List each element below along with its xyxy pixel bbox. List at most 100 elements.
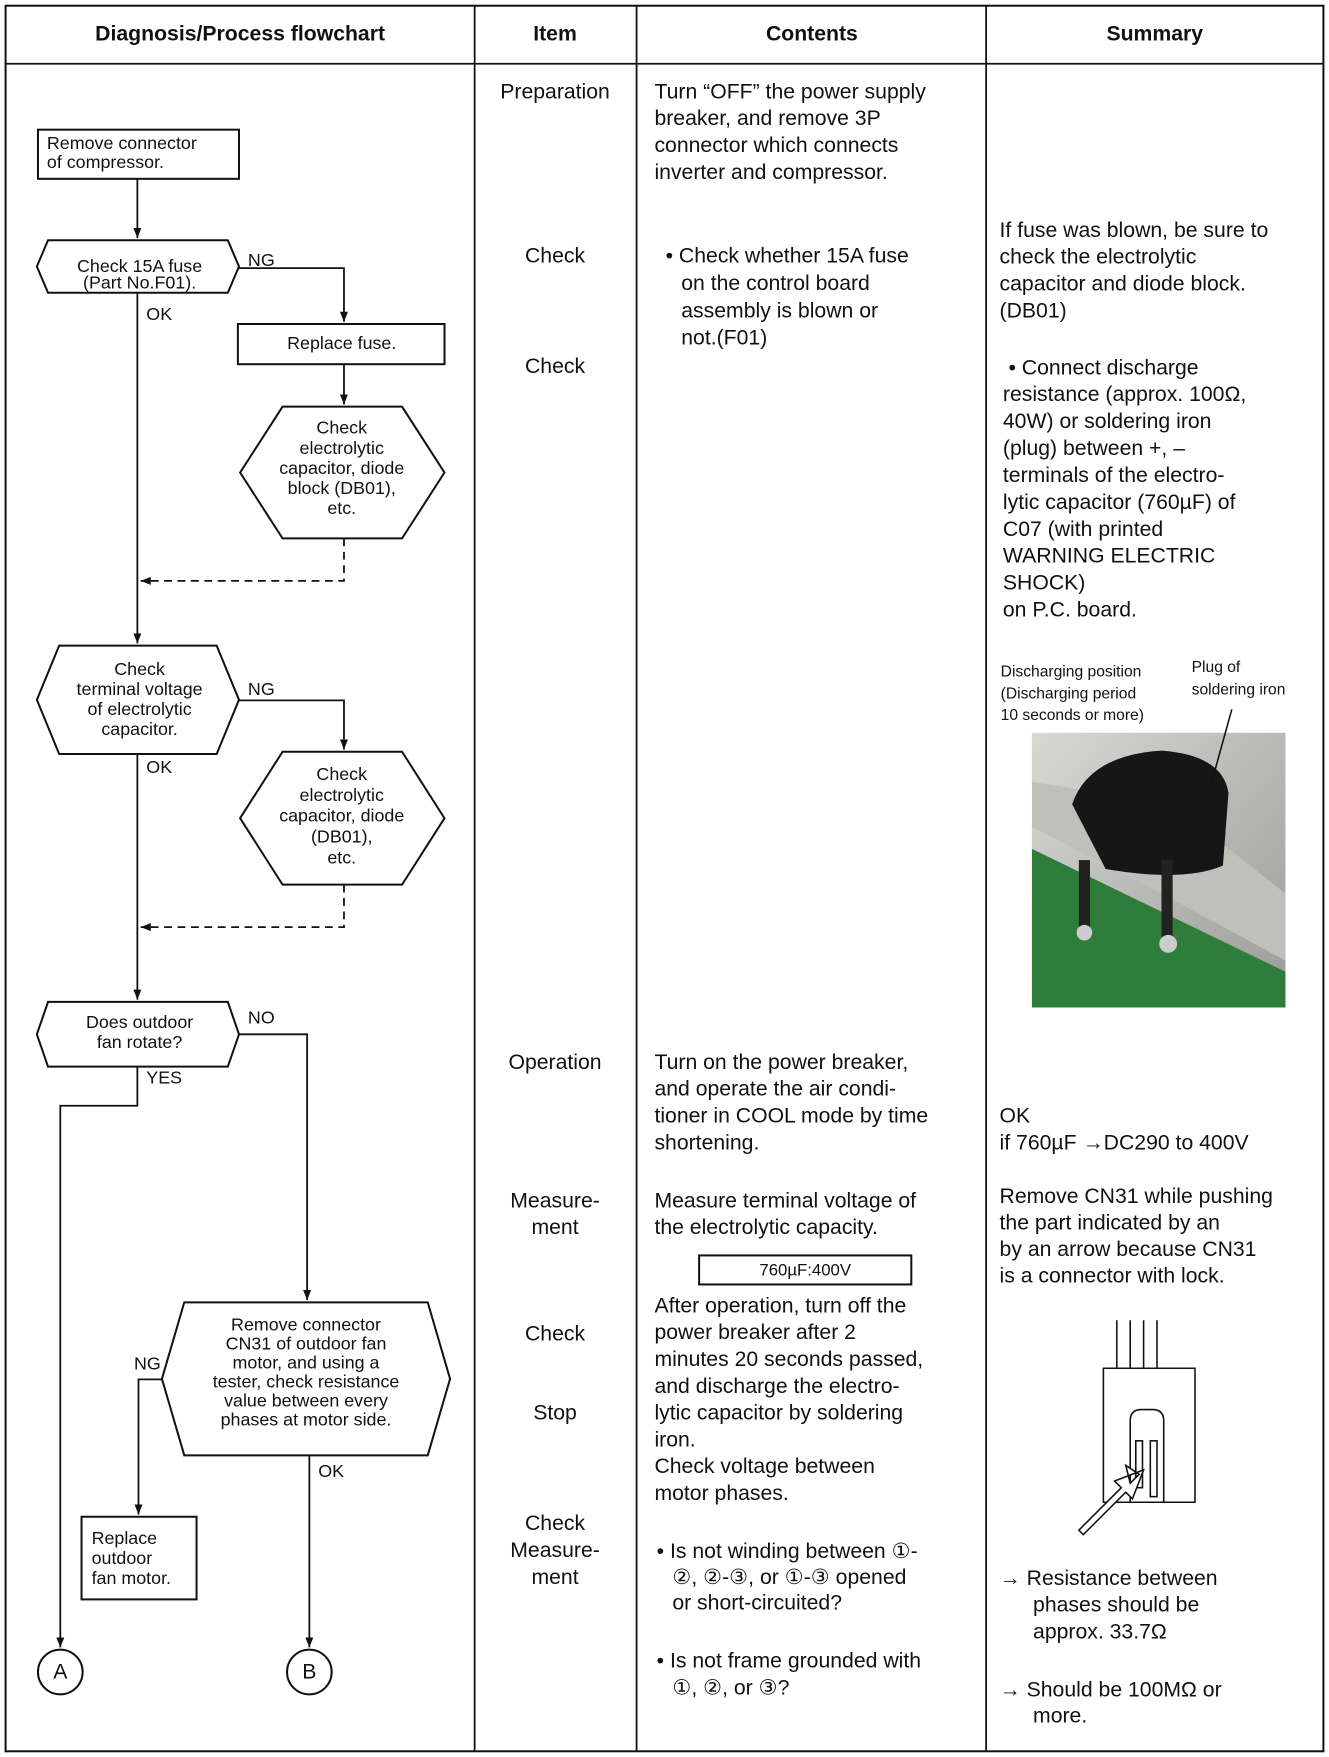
contents-text: Turn on the power breaker, (654, 1051, 908, 1074)
summary-text: resistance (approx. 100Ω, (1003, 383, 1246, 406)
node-label: Does outdoor (86, 1012, 193, 1032)
node-label: of electrolytic (87, 699, 191, 719)
column-header: Diagnosis/Process flowchart (95, 22, 385, 45)
edge-label: YES (146, 1068, 182, 1088)
summary-text: Remove CN31 while pushing (1000, 1185, 1273, 1208)
node-label: electrolytic (300, 438, 384, 458)
node-label: tester, check resistance (213, 1371, 400, 1391)
contents-text: assembly is blown or (681, 299, 878, 322)
contents-text: iron. (654, 1428, 695, 1451)
node-label: fan motor. (92, 1568, 171, 1588)
edge-label: NG (134, 1354, 161, 1374)
contents-text: • Is not frame grounded with (657, 1650, 921, 1673)
node-label: (DB01), (311, 827, 373, 847)
photo-label: (Discharging period (1001, 685, 1136, 702)
contents-text: inverter and compressor. (654, 161, 887, 184)
contents-text: connector which connects (654, 134, 898, 157)
decision-hexagon (35, 1000, 241, 1068)
item-label: ment (531, 1216, 578, 1239)
contents-text: or short-circuited? (672, 1591, 842, 1614)
decision-hexagon (238, 405, 446, 540)
summary-text: WARNING ELECTRIC (1003, 545, 1215, 568)
node-label: motor, and using a (233, 1352, 380, 1372)
contents-text: minutes 20 seconds passed, (654, 1348, 923, 1371)
item-label: ment (531, 1566, 578, 1589)
decision-hexagon (160, 1301, 452, 1457)
contents-text: • Is not winding between ①- (657, 1540, 918, 1563)
contents-text: breaker, and remove 3P (654, 107, 880, 130)
edge-label: OK (146, 757, 172, 777)
summary-text: → Resistance between (1000, 1567, 1218, 1590)
decision-hexagon (35, 239, 241, 294)
contents-text: and discharge the electro- (654, 1375, 899, 1398)
summary-text: the part indicated by an (1000, 1211, 1220, 1234)
process-box (80, 1515, 198, 1601)
edge-label: NG (248, 250, 275, 270)
contents-text: and operate the air condi- (654, 1078, 896, 1101)
table-border (4, 4, 1325, 1753)
node-label: Check (316, 418, 367, 438)
photo-label: soldering iron (1192, 681, 1286, 698)
flow-arrow (56, 1066, 139, 1648)
node-label: electrolytic (300, 785, 384, 805)
photo (1031, 709, 1286, 1008)
node-label: block (DB01), (288, 478, 396, 498)
item-label: Check (525, 245, 585, 268)
summary-text: (plug) between +, – (1003, 437, 1185, 460)
summary-text: → Should be 100MΩ or (1000, 1679, 1222, 1702)
contents-text: Turn “OFF” the power supply (654, 80, 926, 103)
contents-text: shortening. (654, 1131, 759, 1154)
connector-drawing (1077, 1320, 1196, 1536)
connector-circle (286, 1648, 333, 1696)
edge-label: NO (248, 1007, 275, 1027)
dashed-return (140, 884, 345, 932)
node-label: Remove connector (47, 133, 197, 153)
summary-text: is a connector with lock. (1000, 1264, 1225, 1287)
voltage-box-label: 760µF:400V (759, 1260, 851, 1279)
contents-text: tioner in COOL mode by time (654, 1105, 928, 1128)
flow-arrow (134, 1378, 162, 1515)
node-label: capacitor. (101, 719, 177, 739)
node-label: of compressor. (47, 152, 164, 172)
photo-label: Discharging position (1001, 664, 1142, 681)
node-label: etc. (327, 847, 356, 867)
edge-label: OK (146, 304, 172, 324)
node-label: fan rotate? (97, 1032, 182, 1052)
photo-label: Plug of (1192, 659, 1241, 676)
contents-text: motor phases. (654, 1482, 788, 1505)
item-label: Check (525, 1322, 585, 1345)
node-label: Check (316, 764, 367, 784)
node-label: phases at motor side. (221, 1409, 392, 1429)
contents-text: After operation, turn off the (654, 1294, 906, 1317)
column-header: Contents (766, 22, 858, 45)
node-label: terminal voltage (77, 679, 203, 699)
edge-label: OK (318, 1461, 344, 1481)
connector-label: B (302, 1661, 316, 1684)
item-label: Measure- (510, 1539, 600, 1562)
process-box (236, 323, 446, 366)
contents-text: the electrolytic capacity. (654, 1216, 878, 1239)
edge-label: NG (248, 679, 275, 699)
summary-text: more. (1033, 1704, 1087, 1727)
summary-text: phases should be (1033, 1594, 1199, 1617)
summary-text: terminals of the electro- (1003, 464, 1225, 487)
summary-text: lytic capacitor (760µF) of (1003, 491, 1236, 514)
summary-text: SHOCK) (1003, 572, 1085, 595)
node-label: outdoor (92, 1548, 153, 1568)
item-label: Measure- (510, 1189, 600, 1212)
node-label: value between every (224, 1390, 388, 1410)
contents-text: Check voltage between (654, 1455, 874, 1478)
flow-arrow (238, 1033, 312, 1301)
contents-text: Measure terminal voltage of (654, 1189, 916, 1212)
contents-text: not.(F01) (681, 327, 767, 350)
item-label: Operation (508, 1051, 601, 1074)
node-label: Check (114, 659, 165, 679)
decision-hexagon (35, 644, 241, 755)
summary-text: C07 (with printed (1003, 518, 1163, 541)
node-label: Remove connector (231, 1314, 381, 1334)
contents-text: ②, ②-③, or ①-③ opened (672, 1566, 906, 1589)
node-label: Check 15A fuse (77, 256, 202, 276)
summary-text: by an arrow because CN31 (1000, 1238, 1257, 1261)
column-header: Summary (1106, 22, 1203, 45)
summary-text: If fuse was blown, be sure to (1000, 219, 1269, 242)
